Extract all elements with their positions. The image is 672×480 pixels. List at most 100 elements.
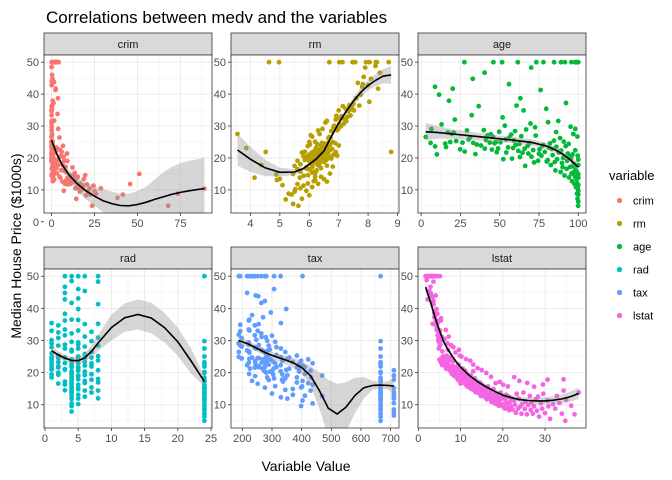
axis-ticks: 10 20 30 40 50 0 25 50 75 100: [401, 57, 588, 230]
data-point: [437, 342, 443, 347]
data-point: [523, 127, 529, 132]
data-point: [378, 369, 383, 375]
gridlines: [44, 269, 212, 428]
data-point: [270, 372, 276, 377]
data-point: [351, 108, 357, 113]
data-point: [332, 140, 338, 146]
data-point: [89, 390, 94, 395]
data-point: [515, 148, 521, 154]
data-point: [75, 346, 81, 351]
data-point: [575, 134, 580, 140]
strip-label-lstat: lstat: [492, 253, 512, 265]
data-point: [562, 418, 568, 424]
data-point: [82, 388, 88, 393]
data-point: [447, 139, 453, 145]
data-point: [532, 124, 538, 130]
data-point: [334, 153, 340, 159]
data-point: [64, 151, 70, 156]
data-point: [378, 403, 383, 409]
data-point: [557, 400, 562, 406]
data-point: [479, 367, 485, 373]
data-point: [319, 156, 325, 162]
data-point: [256, 321, 261, 327]
data-point: [338, 123, 344, 129]
data-point: [331, 123, 337, 129]
data-point: [511, 374, 517, 380]
data-point: [82, 273, 88, 279]
data-point: [316, 162, 322, 168]
data-point: [82, 369, 88, 374]
data-point: [518, 133, 524, 139]
y-tick-label: 50: [214, 271, 226, 283]
data-point: [303, 188, 309, 194]
data-point: [551, 59, 557, 65]
data-point: [55, 343, 61, 348]
data-point: [49, 344, 54, 350]
data-point: [272, 383, 278, 389]
data-point: [319, 373, 325, 378]
data-point: [253, 337, 259, 343]
data-point: [552, 406, 558, 411]
data-point: [290, 386, 296, 392]
panel-tax: tax 10 20 30 40 50 200 300 400 500 600 700: [214, 246, 400, 445]
data-point: [69, 273, 74, 279]
data-point: [509, 156, 515, 162]
data-point: [315, 181, 321, 187]
data-point: [453, 350, 458, 355]
chart-title: Correlations between medv and the variab…: [46, 8, 387, 27]
data-point: [259, 334, 264, 340]
data-point: [478, 143, 484, 148]
data-point: [75, 328, 81, 333]
data-point: [557, 135, 563, 141]
confidence-band: [237, 66, 392, 177]
legend-label: age: [633, 242, 651, 254]
panel-border: [230, 268, 400, 429]
data-point: [378, 407, 383, 413]
y-tick-label: 30: [27, 335, 39, 347]
data-point: [255, 273, 261, 279]
data-point: [453, 138, 459, 144]
data-point: [575, 203, 581, 209]
data-point: [69, 362, 74, 368]
data-point: [502, 123, 508, 129]
data-point: [239, 335, 245, 341]
data-point: [62, 387, 68, 393]
data-point: [368, 76, 374, 82]
data-point: [82, 344, 88, 349]
data-point: [375, 86, 381, 92]
data-point: [75, 273, 81, 279]
data-point: [237, 273, 243, 279]
data-point: [95, 380, 101, 385]
data-point: [271, 376, 277, 381]
data-point: [529, 154, 534, 160]
data-point: [575, 153, 581, 159]
data-point: [202, 403, 207, 409]
data-point: [528, 407, 534, 413]
data-point: [519, 411, 524, 417]
data-point: [524, 380, 530, 386]
data-point: [202, 389, 207, 394]
data-point: [328, 156, 334, 162]
data-point: [55, 126, 61, 132]
x-tick-label: 25: [454, 218, 466, 230]
x-tick-label: 5: [277, 218, 283, 230]
data-point: [521, 390, 526, 395]
data-point: [69, 331, 74, 336]
gridlines: [231, 269, 399, 428]
data-point: [51, 151, 57, 156]
data-point: [310, 382, 315, 388]
data-point: [282, 349, 288, 355]
data-point: [49, 341, 54, 346]
data-point: [235, 131, 240, 137]
data-point: [69, 389, 74, 395]
data-point: [255, 293, 261, 299]
data-point: [249, 312, 255, 318]
data-point: [69, 378, 74, 383]
data-point: [293, 186, 298, 192]
strip-label-tax: tax: [308, 253, 323, 265]
points-tax: [236, 273, 397, 424]
y-tick-label: 20: [27, 368, 39, 380]
data-point: [298, 403, 304, 409]
data-point: [312, 177, 318, 183]
data-point: [571, 131, 576, 137]
